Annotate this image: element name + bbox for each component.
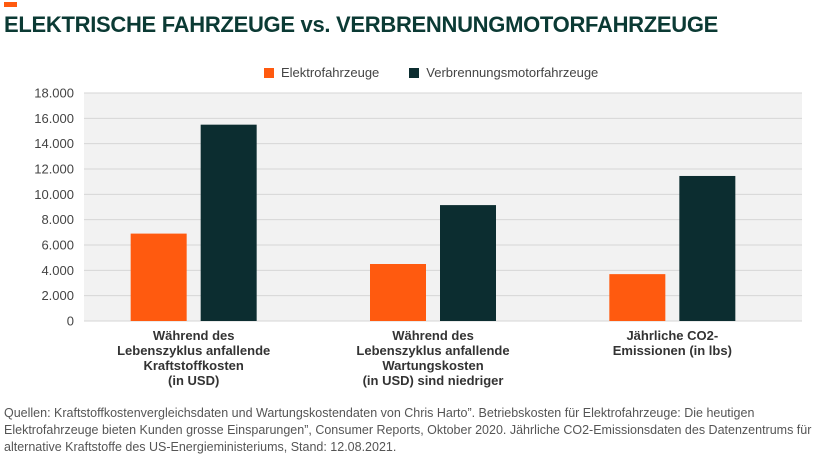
x-category-label-line: Emissionen (in lbs)	[613, 343, 732, 358]
y-tick-label: 8.000	[41, 212, 74, 227]
x-category-label-line: Lebenszyklus anfallende	[356, 343, 509, 358]
y-tick-label: 6.000	[41, 238, 74, 253]
chart-title: ELEKTRISCHE FAHRZEUGE vs. VERBRENNUNGMOT…	[4, 12, 719, 37]
x-category-label: Jährliche CO2-Emissionen (in lbs)	[613, 328, 732, 358]
x-category-label-line: (in USD)	[168, 373, 219, 388]
bar-combustion	[200, 124, 257, 321]
x-category-label-line: Während des	[153, 328, 235, 343]
x-category-label-line: Während des	[392, 328, 474, 343]
y-tick-label: 4.000	[41, 263, 74, 278]
x-category-label-line: Wartungskosten	[382, 358, 483, 373]
legend-swatch-electric	[264, 67, 274, 78]
y-tick-label: 18.000	[34, 86, 74, 101]
x-category-label-line: (in USD) sind niedriger	[363, 373, 504, 388]
bar-electric	[609, 274, 666, 321]
y-tick-label: 14.000	[34, 136, 74, 151]
legend-item-electric: Elektrofahrzeuge	[264, 65, 379, 80]
bar-combustion	[679, 175, 736, 321]
y-tick-label: 16.000	[34, 111, 74, 126]
bar-combustion	[440, 205, 496, 321]
x-category-label-line: Lebenszyklus anfallende	[117, 343, 270, 358]
legend-item-combustion: Verbrennungsmotorfahrzeuge	[409, 65, 598, 80]
x-category-label-line: Kraftstoffkosten	[143, 358, 243, 373]
legend-label-combustion: Verbrennungsmotorfahrzeuge	[426, 65, 599, 80]
x-category-label: Während des Lebenszyklus anfallende Krafts…	[117, 328, 270, 388]
bar-chart: 0 2.000 4.000 6.000 8.000 10.000 12.000 14.000 1…	[34, 86, 802, 388]
y-tick-label: 10.000	[34, 187, 74, 202]
x-category-label-line: Jährliche CO2-	[626, 328, 718, 343]
source-note: Quellen: Kraftstoffkostenvergleichsdaten…	[4, 406, 812, 454]
legend-label-electric: Elektrofahrzeuge	[281, 65, 380, 80]
chart-legend: Elektrofahrzeuge Verbrennungsmotorfahrze…	[264, 65, 628, 80]
y-tick-label: 2.000	[41, 288, 74, 303]
x-category-label: Während des Lebenszyklus anfallende Wartun…	[356, 328, 509, 388]
bar-electric	[130, 233, 187, 321]
y-tick-label: 0	[67, 314, 74, 329]
y-tick-label: 12.000	[34, 162, 74, 177]
legend-swatch-combustion	[409, 67, 420, 78]
accent-bar	[4, 2, 17, 7]
bar-electric	[370, 264, 426, 321]
